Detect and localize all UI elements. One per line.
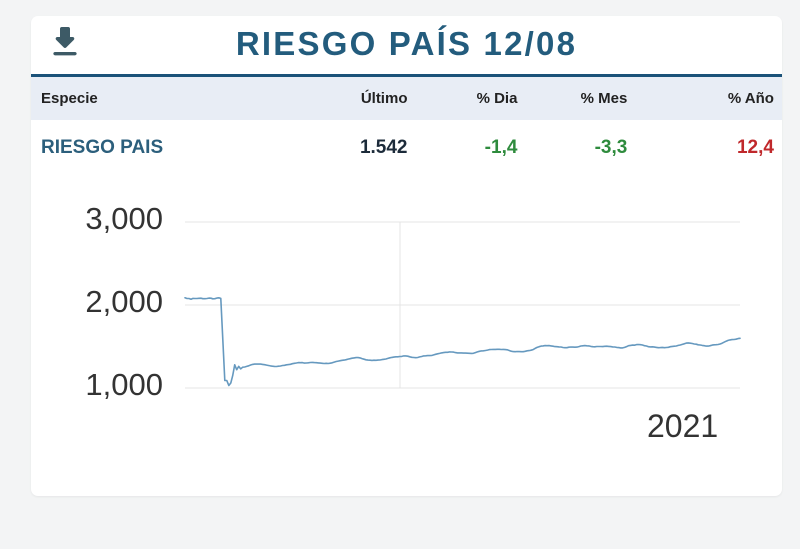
svg-text:2021: 2021: [647, 408, 718, 444]
svg-text:3,000: 3,000: [85, 201, 163, 236]
svg-text:1,000: 1,000: [85, 367, 163, 402]
svg-text:2,000: 2,000: [85, 284, 163, 319]
